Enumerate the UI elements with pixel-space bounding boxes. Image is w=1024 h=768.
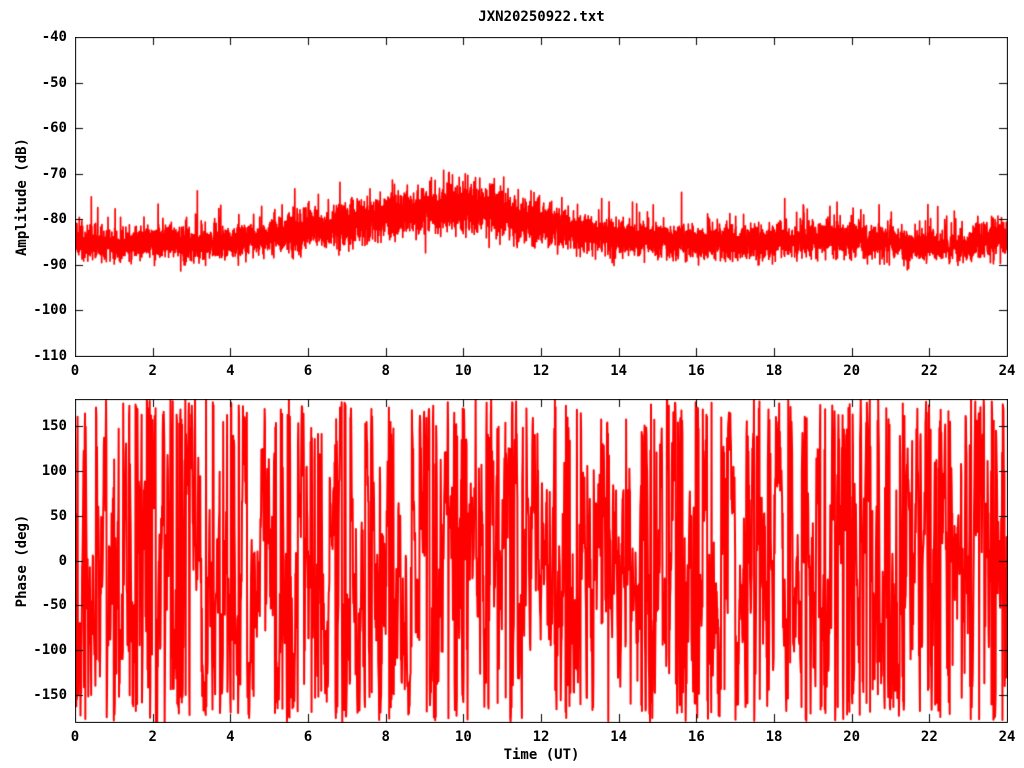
phase-plot-canvas [75,399,1008,723]
x-tick-label: 16 [687,363,705,379]
x-tick-label: 8 [381,729,390,745]
y-tick-label: -50 [41,74,67,91]
x-tick-label: 4 [226,363,235,379]
y-tick-label: 150 [41,417,67,434]
y-tick-label: -40 [41,29,67,45]
y-tick-label: -90 [41,256,67,273]
y-tick-label: -100 [33,302,67,319]
x-tick-label: 12 [532,363,550,379]
x-tick-label: 6 [303,363,313,379]
x-tick-label: 20 [843,729,861,745]
x-tick-label: 6 [303,729,313,745]
y-tick-label: -110 [33,348,67,364]
x-tick-label: 14 [610,363,628,379]
x-tick-label: 14 [610,729,628,745]
y-tick-label: 50 [50,507,67,524]
x-tick-label: 20 [843,363,861,379]
x-tick-label: 24 [998,729,1016,745]
y-tick-label: -150 [33,687,67,704]
x-tick-label: 18 [765,729,783,745]
x-tick-label: 10 [454,363,472,379]
y-tick-label: 0 [58,552,67,569]
x-tick-label: 0 [70,363,80,379]
x-tick-label: 24 [998,363,1016,379]
x-tick-label: 0 [70,729,80,745]
y-tick-label: -100 [33,642,67,659]
y-tick-label: -70 [41,165,67,182]
x-tick-label: 18 [765,363,783,379]
amplitude-plot-canvas [75,37,1008,357]
x-tick-label: 2 [148,363,157,379]
time-x-axis-label: Time (UT) [503,747,580,763]
x-tick-label: 8 [381,363,390,379]
y-tick-label: 100 [41,462,67,479]
x-tick-label: 16 [687,729,705,745]
x-tick-label: 22 [920,363,938,379]
x-tick-label: 12 [532,729,550,745]
x-tick-label: 4 [226,729,235,745]
y-tick-label: -80 [41,211,67,228]
page-title: JXN20250922.txt [478,9,605,25]
x-tick-label: 2 [148,729,157,745]
x-tick-label: 22 [920,729,938,745]
y-tick-label: -50 [41,597,67,614]
y-tick-label: -60 [41,120,67,137]
x-tick-label: 10 [454,729,472,745]
